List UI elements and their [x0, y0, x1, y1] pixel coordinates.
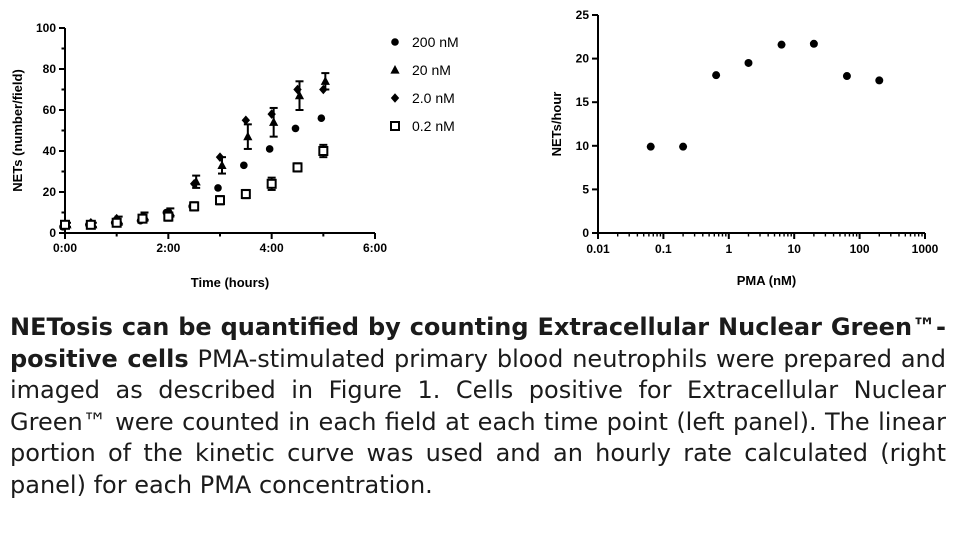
data-point-circle — [777, 40, 786, 49]
left-y-tick-label: 40 — [43, 144, 57, 158]
right-y-tick-label: 25 — [576, 8, 590, 22]
data-point-circle — [317, 114, 326, 122]
legend-marker-square — [390, 121, 400, 131]
right-x-tick-label: 0.01 — [586, 242, 610, 256]
left-y-tick-label: 60 — [43, 103, 57, 117]
data-point-diamond — [293, 84, 302, 95]
caption-title: NETosis can be quantified by counting Ex… — [10, 313, 946, 373]
data-point-triangle — [294, 90, 305, 100]
right-x-tick-label: 10 — [788, 242, 802, 256]
left-y-tick-label: 0 — [49, 226, 56, 240]
data-point-square — [215, 195, 225, 206]
right-y-axis-label: NETs/hour — [549, 92, 564, 157]
legend-label: 2.0 nM — [412, 90, 455, 106]
legend-marker-circle — [391, 38, 399, 46]
left-y-axis-label: NETs (number/field) — [10, 69, 25, 192]
data-point-square — [240, 189, 251, 200]
data-point-diamond — [241, 115, 251, 126]
data-point-diamond — [215, 152, 225, 162]
left-chart-time-course: 0 20 40 60 80 100 0:00 2:00 4:00 6:00 Time (hours)… — [10, 21, 459, 290]
data-point-square — [137, 213, 148, 224]
data-point-circle — [744, 58, 753, 67]
right-y-tick-label: 10 — [576, 139, 590, 153]
data-point-circle — [646, 142, 655, 151]
data-point-square — [60, 219, 70, 230]
right-chart-rate-vs-pma: 0 5 10 15 20 25 0.01 0.1 1 10 100 1000 PMA (nM) NETs/… — [549, 8, 939, 288]
data-point-circle — [712, 71, 721, 80]
right-y-tick-label: 0 — [582, 226, 589, 240]
right-y-tick-label: 20 — [576, 52, 590, 66]
data-point-diamond — [267, 109, 276, 119]
data-point-triangle — [243, 131, 253, 141]
data-point-circle — [214, 184, 222, 192]
data-point-circle — [679, 142, 688, 151]
legend-label: 200 nM — [412, 34, 459, 50]
left-x-tick-label: 4:00 — [260, 241, 284, 255]
caption-body: PMA-stimulated primary blood neutrophils… — [10, 344, 946, 499]
data-point-square — [111, 217, 122, 228]
data-point-triangle — [269, 117, 279, 126]
legend-label: 20 nM — [412, 62, 451, 78]
data-point-circle — [842, 72, 851, 81]
right-x-tick-label: 0.1 — [655, 242, 672, 256]
data-point-circle — [240, 161, 248, 170]
right-x-tick-label: 100 — [850, 242, 870, 256]
data-point-circle — [875, 76, 884, 85]
data-point-diamond — [189, 179, 199, 189]
right-x-tick-label: 1 — [725, 242, 732, 256]
legend-label: 0.2 nM — [412, 118, 455, 134]
left-y-tick-label: 100 — [36, 21, 56, 35]
data-point-square — [163, 211, 174, 222]
left-y-tick-label: 80 — [43, 62, 57, 76]
data-point-square — [189, 201, 200, 212]
data-point-square — [292, 162, 303, 173]
data-point-diamond — [319, 84, 328, 95]
data-point-square — [85, 219, 96, 230]
right-y-tick-label: 5 — [582, 182, 589, 196]
left-x-axis-label: Time (hours) — [191, 275, 270, 290]
data-point-square — [318, 146, 329, 156]
left-x-tick-label: 0:00 — [53, 241, 77, 255]
right-x-axis-label: PMA (nM) — [737, 273, 796, 288]
figure-caption: NETosis can be quantified by counting Ex… — [10, 312, 946, 501]
right-x-tick-label: 1000 — [912, 242, 939, 256]
left-x-tick-label: 2:00 — [156, 241, 180, 255]
data-point-circle — [291, 124, 300, 133]
left-x-tick-label: 6:00 — [363, 241, 387, 255]
data-point-triangle — [217, 160, 227, 169]
legend-marker-diamond — [390, 93, 400, 103]
left-y-tick-label: 20 — [43, 185, 57, 199]
data-point-circle — [265, 145, 274, 153]
data-point-circle — [809, 39, 818, 48]
legend-marker-triangle — [390, 65, 400, 74]
right-y-tick-label: 15 — [576, 95, 590, 109]
data-point-square — [266, 178, 277, 189]
data-point-triangle — [320, 76, 330, 85]
